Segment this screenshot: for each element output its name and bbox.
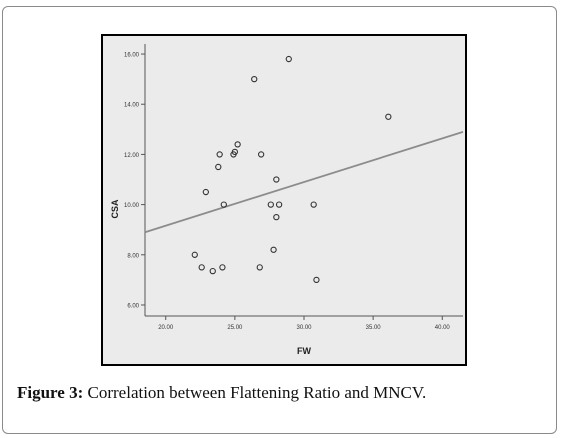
data-point (275, 201, 283, 208)
figure-frame: 6.00 8.00 10.00 12.00 14.00 16.00 20.00 25.00 3… (2, 6, 557, 434)
y-tick-label: 10.00 (124, 203, 140, 209)
x-tick-label: 40.00 (435, 325, 451, 331)
x-axis: 20.00 25.00 30.00 35.00 40.00 (145, 315, 463, 331)
chart-background (103, 36, 465, 364)
x-tick-label: 30.00 (296, 325, 312, 331)
data-point (198, 264, 205, 271)
fit-line (144, 130, 464, 234)
y-tick-label: 16.00 (124, 53, 140, 59)
data-point (215, 163, 222, 171)
data-point (220, 201, 227, 208)
y-tick-label: 14.00 (124, 103, 140, 109)
y-tick-label: 8.00 (127, 253, 139, 259)
caption-label: Figure 3: (17, 383, 84, 402)
x-axis-label: FW (297, 346, 311, 356)
data-point (216, 151, 223, 158)
scatter-chart: 6.00 8.00 10.00 12.00 14.00 16.00 20.00 25.00 3… (101, 34, 467, 366)
data-point (257, 151, 265, 158)
data-point (313, 276, 320, 284)
y-axis-label: CSA (110, 199, 120, 219)
data-point (285, 55, 292, 63)
data-points (191, 55, 392, 284)
x-tick-label: 20.00 (158, 325, 174, 331)
x-tick-label: 35.00 (366, 325, 382, 331)
data-point (267, 201, 274, 208)
data-point (202, 188, 209, 196)
data-point (256, 264, 263, 271)
data-point (251, 75, 258, 83)
caption-text: Correlation between Flattening Ratio and… (83, 383, 427, 402)
data-point (191, 251, 198, 258)
data-point (209, 267, 216, 275)
data-point (273, 214, 280, 221)
data-point (231, 148, 239, 156)
data-point (310, 201, 317, 208)
y-axis: 6.00 8.00 10.00 12.00 14.00 16.00 (124, 44, 146, 316)
figure-caption: Figure 3: Correlation between Flattening… (17, 383, 426, 403)
y-tick-label: 12.00 (124, 153, 140, 159)
data-point (219, 264, 226, 271)
chart-svg: 6.00 8.00 10.00 12.00 14.00 16.00 20.00 25.00 3… (103, 36, 465, 364)
data-point (385, 113, 392, 120)
data-point (234, 141, 241, 148)
data-point (270, 246, 277, 253)
y-tick-label: 6.00 (127, 303, 139, 309)
data-point (273, 176, 280, 183)
x-tick-label: 25.00 (227, 325, 243, 331)
